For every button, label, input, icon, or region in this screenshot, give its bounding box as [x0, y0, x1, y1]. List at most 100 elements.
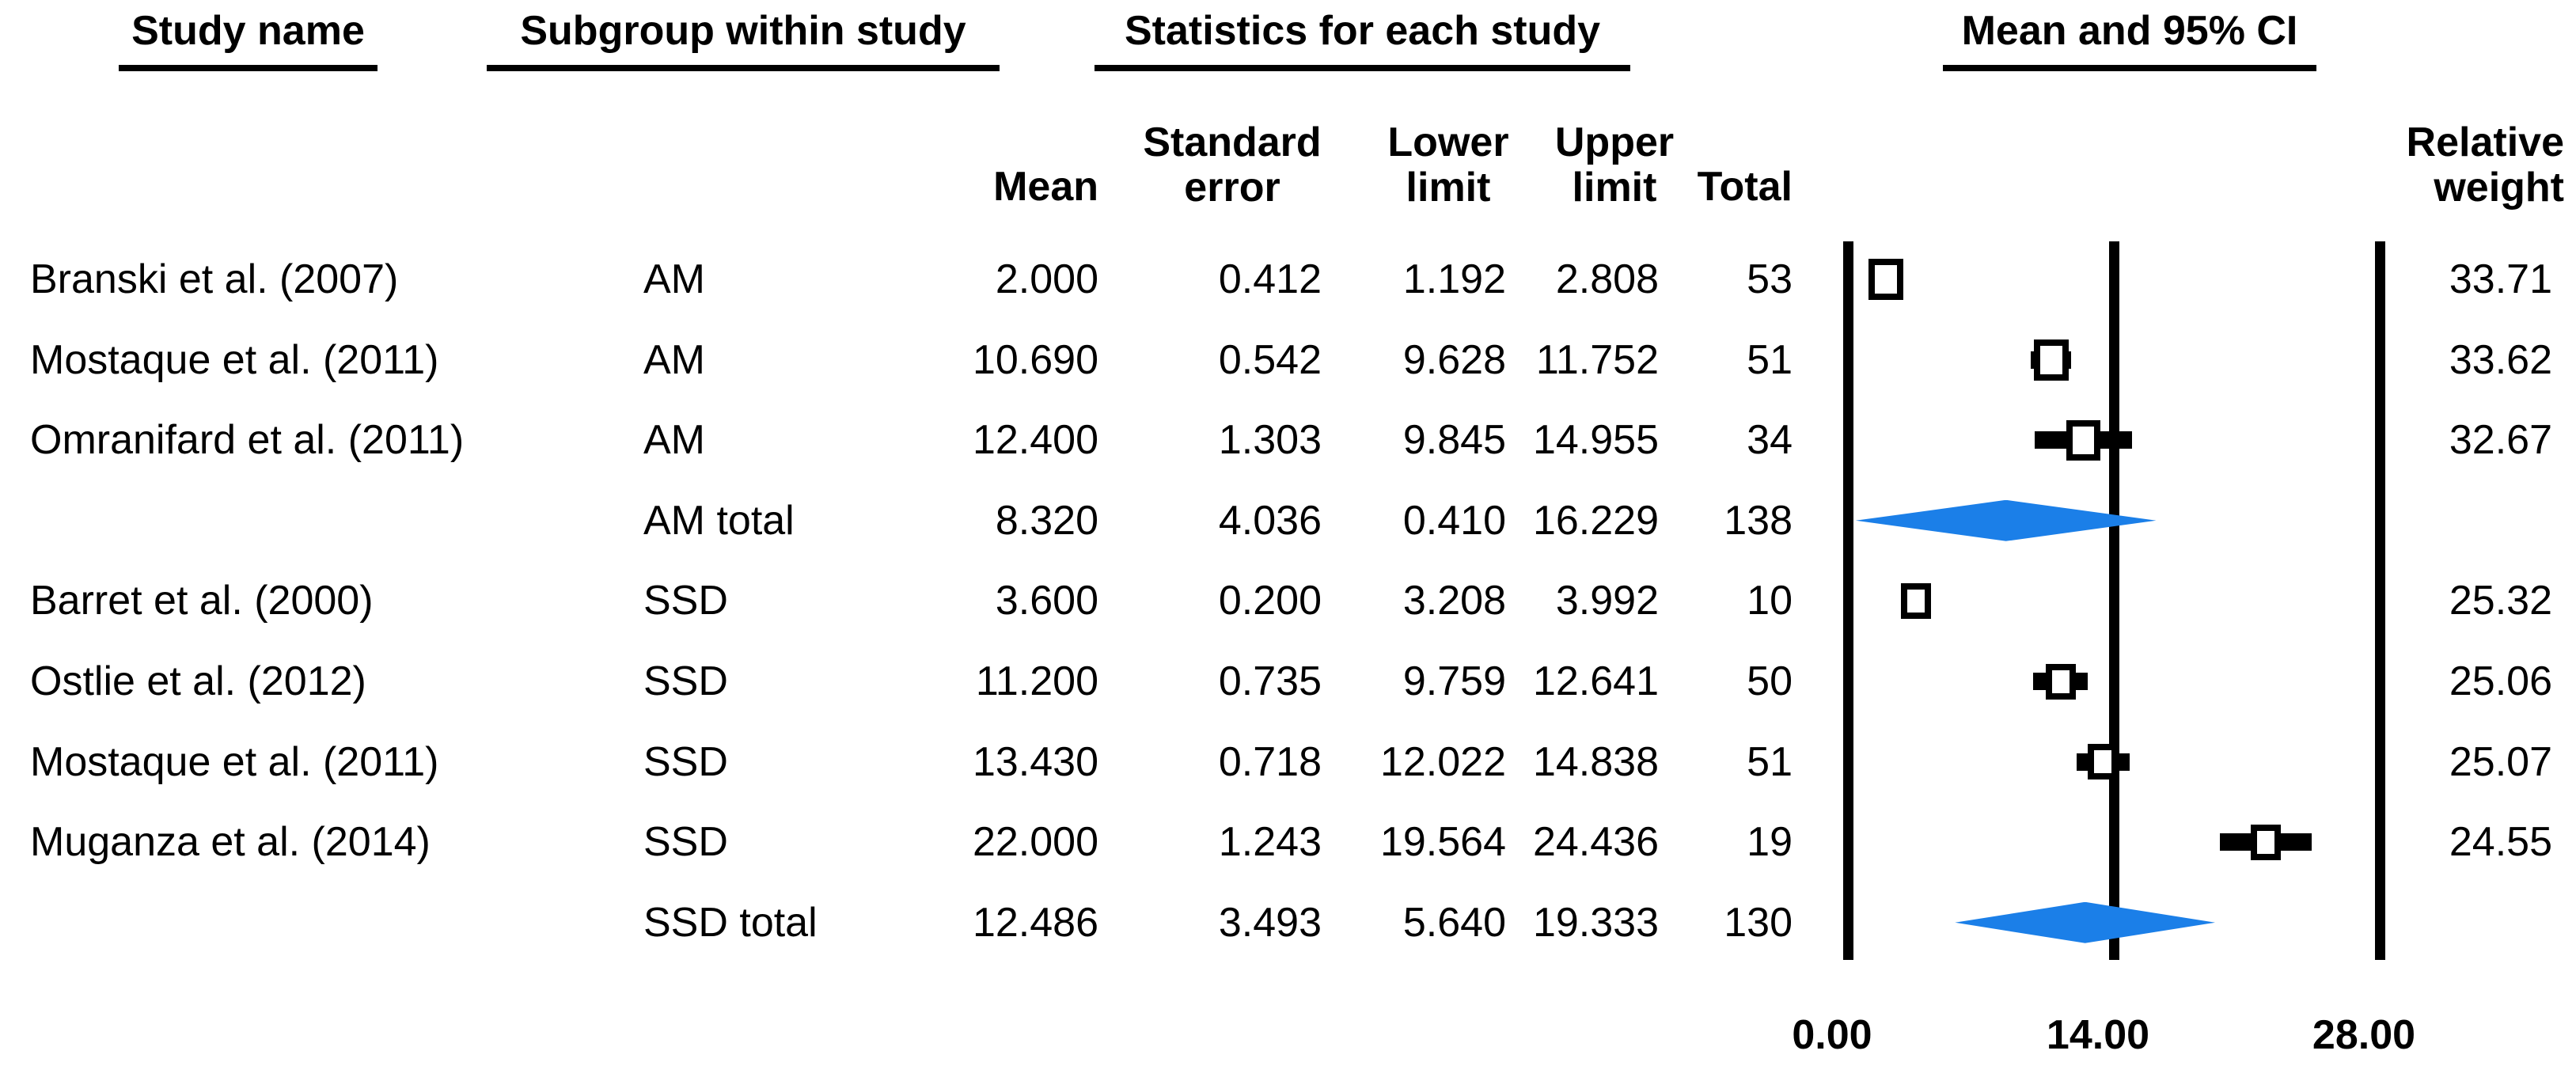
axis-tick-label: 28.00	[2312, 1012, 2416, 1058]
weight-cell: 25.07	[2449, 738, 2552, 785]
study-cell: Mostaque et al. (2011)	[30, 336, 439, 383]
se-cell: 0.718	[1218, 738, 1322, 785]
axis-line-28.00	[2374, 241, 2385, 960]
total-cell: 10	[1747, 578, 1793, 624]
weight-cell: 33.71	[2449, 256, 2552, 302]
column-header-relative-weight-line2: weight	[2434, 165, 2564, 211]
se-cell: 0.412	[1218, 256, 1322, 302]
total-cell: 34	[1747, 417, 1793, 464]
se-cell: 0.735	[1218, 658, 1322, 704]
upper-cell: 2.808	[1555, 256, 1659, 302]
axis-tick-label: 14.00	[2046, 1012, 2150, 1058]
weight-cell: 25.06	[2449, 658, 2552, 704]
mean-cell: 11.200	[975, 658, 1098, 704]
column-header-standard-error: Standard error	[1113, 120, 1351, 211]
axis-line-14.00	[2108, 241, 2119, 960]
column-header-upper-limit-line2: limit	[1572, 165, 1657, 211]
column-header-total: Total	[1697, 164, 1793, 210]
lower-cell: 9.628	[1402, 336, 1506, 383]
weight-cell: 25.32	[2449, 578, 2552, 624]
subgroup-cell: SSD	[643, 819, 728, 866]
weight-cell: 24.55	[2449, 819, 2552, 866]
subgroup-cell: AM	[643, 256, 705, 302]
upper-cell: 16.229	[1532, 497, 1659, 544]
mean-square-marker	[2088, 744, 2119, 780]
axis-tick-label: 0.00	[1792, 1012, 1872, 1058]
lower-cell: 12.022	[1379, 738, 1506, 785]
upper-cell: 14.838	[1532, 738, 1659, 785]
lower-cell: 1.192	[1402, 256, 1506, 302]
lower-cell: 9.845	[1402, 417, 1506, 464]
column-header-relative-weight: Relative weight	[2315, 120, 2564, 211]
subgroup-cell: SSD	[643, 578, 728, 624]
upper-cell: 11.752	[1535, 336, 1659, 383]
subgroup-cell: SSD total	[643, 899, 818, 946]
total-cell: 50	[1747, 658, 1793, 704]
column-header-standard-error-line2: error	[1184, 165, 1280, 211]
mean-cell: 12.486	[972, 899, 1098, 946]
mean-square-marker	[2033, 339, 2069, 381]
mean-square-marker	[1868, 259, 1903, 300]
study-cell: Mostaque et al. (2011)	[30, 738, 439, 785]
upper-cell: 14.955	[1532, 417, 1659, 464]
lower-cell: 5.640	[1402, 899, 1506, 946]
header-mean-ci: Mean and 95% CI	[1943, 5, 2316, 71]
upper-cell: 3.992	[1555, 578, 1659, 624]
mean-cell: 3.600	[995, 578, 1098, 624]
column-header-standard-error-line1: Standard	[1143, 119, 1322, 165]
mean-square-marker	[1901, 582, 1932, 619]
total-cell: 51	[1747, 738, 1793, 785]
summary-diamond	[1955, 901, 2215, 943]
header-subgroup: Subgroup within study	[487, 5, 1000, 71]
se-cell: 4.036	[1218, 497, 1322, 544]
subgroup-cell: AM	[643, 336, 705, 383]
header-statistics: Statistics for each study	[1095, 5, 1630, 71]
column-header-lower-limit-line1: Lower	[1387, 119, 1509, 165]
axis-line-0.00	[1842, 241, 1853, 960]
upper-cell: 12.641	[1532, 658, 1659, 704]
total-cell: 51	[1747, 336, 1793, 383]
total-cell: 130	[1724, 899, 1793, 946]
lower-cell: 19.564	[1379, 819, 1506, 866]
total-cell: 138	[1724, 497, 1793, 544]
column-header-upper-limit: Upper limit	[1496, 120, 1733, 211]
column-header-relative-weight-line1: Relative	[2406, 119, 2564, 165]
study-cell: Omranifard et al. (2011)	[30, 417, 465, 464]
column-header-lower-limit: Lower limit	[1330, 120, 1567, 211]
se-cell: 0.200	[1218, 578, 1322, 624]
se-cell: 1.303	[1218, 417, 1322, 464]
column-header-upper-limit-line1: Upper	[1554, 119, 1675, 165]
mean-square-marker	[2045, 663, 2076, 700]
study-cell: Branski et al. (2007)	[30, 256, 399, 302]
total-cell: 53	[1747, 256, 1793, 302]
total-cell: 19	[1747, 819, 1793, 866]
mean-cell: 12.400	[972, 417, 1098, 464]
weight-cell: 32.67	[2449, 417, 2552, 464]
mean-cell: 10.690	[972, 336, 1098, 383]
se-cell: 3.493	[1218, 899, 1322, 946]
study-cell: Ostlie et al. (2012)	[30, 658, 366, 704]
se-cell: 0.542	[1218, 336, 1322, 383]
column-header-mean: Mean	[993, 164, 1098, 210]
upper-cell: 19.333	[1532, 899, 1659, 946]
mean-cell: 8.320	[995, 497, 1098, 544]
upper-cell: 24.436	[1532, 819, 1659, 866]
mean-square-marker	[2066, 419, 2101, 461]
mean-square-marker	[2251, 824, 2281, 860]
subgroup-cell: AM	[643, 417, 705, 464]
mean-cell: 22.000	[972, 819, 1098, 866]
column-header-lower-limit-line2: limit	[1406, 165, 1491, 211]
mean-cell: 2.000	[995, 256, 1098, 302]
subgroup-cell: SSD	[643, 738, 728, 785]
study-cell: Barret et al. (2000)	[30, 578, 374, 624]
header-study-name: Study name	[119, 5, 377, 71]
lower-cell: 0.410	[1402, 497, 1506, 544]
subgroup-cell: AM total	[643, 497, 795, 544]
se-cell: 1.243	[1218, 819, 1322, 866]
lower-cell: 3.208	[1402, 578, 1506, 624]
weight-cell: 33.62	[2449, 336, 2552, 383]
lower-cell: 9.759	[1402, 658, 1506, 704]
subgroup-cell: SSD	[643, 658, 728, 704]
study-cell: Muganza et al. (2014)	[30, 819, 431, 866]
